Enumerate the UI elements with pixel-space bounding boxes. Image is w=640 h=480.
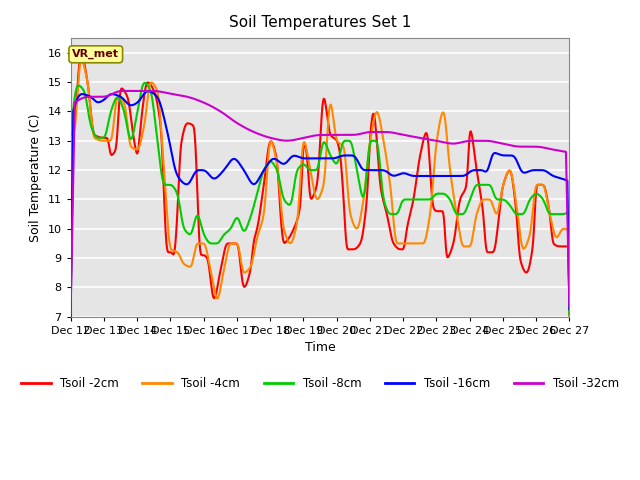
Text: VR_met: VR_met <box>72 49 119 60</box>
Title: Soil Temperatures Set 1: Soil Temperatures Set 1 <box>229 15 411 30</box>
X-axis label: Time: Time <box>305 341 335 354</box>
Y-axis label: Soil Temperature (C): Soil Temperature (C) <box>29 113 42 242</box>
Legend: Tsoil -2cm, Tsoil -4cm, Tsoil -8cm, Tsoil -16cm, Tsoil -32cm: Tsoil -2cm, Tsoil -4cm, Tsoil -8cm, Tsoi… <box>17 372 623 395</box>
